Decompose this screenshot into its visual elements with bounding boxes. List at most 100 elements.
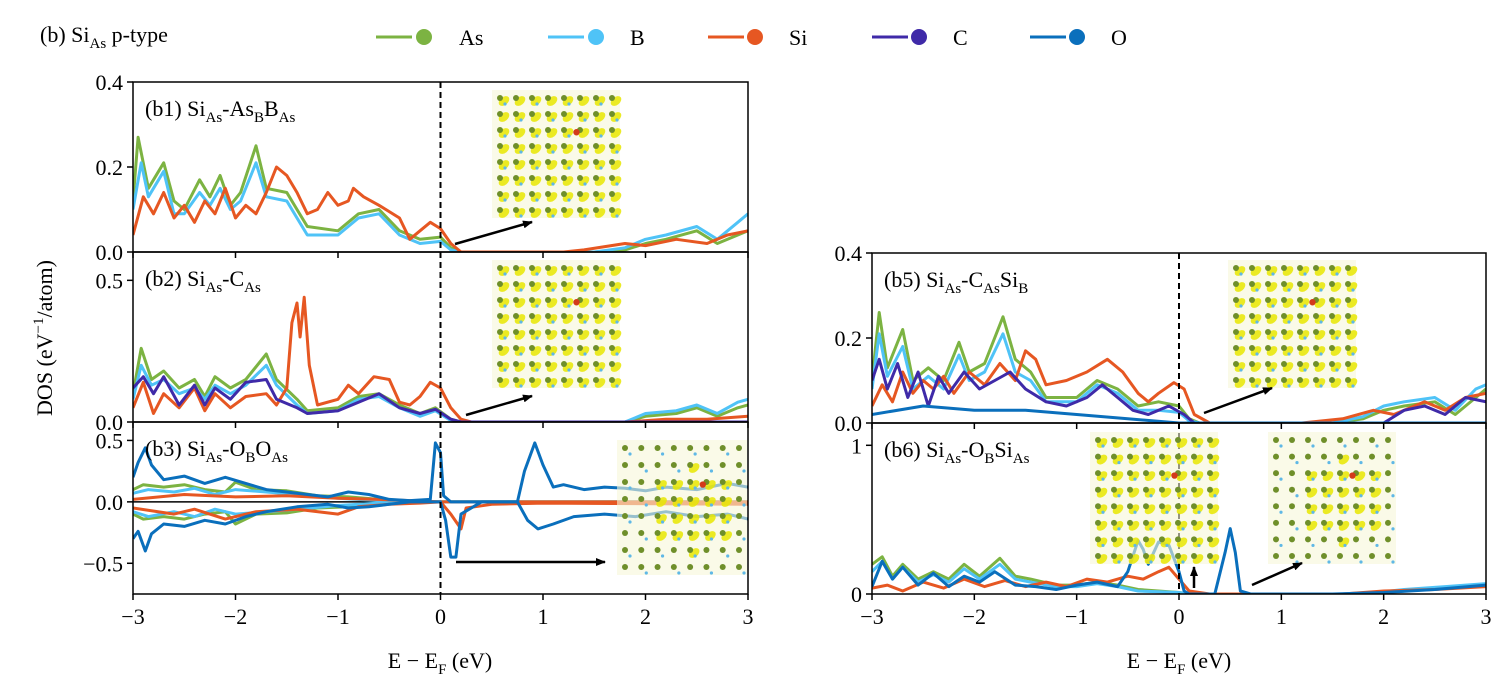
inset-atom: [1281, 345, 1287, 351]
legend-marker-as: [416, 29, 432, 45]
inset-dopant: [1171, 472, 1178, 479]
inset-b2: [492, 260, 622, 388]
inset-atom: [1143, 519, 1149, 526]
inset-atom-b: [1149, 494, 1153, 498]
inset-atom: [1345, 345, 1351, 351]
inset-atom: [1369, 453, 1375, 460]
inset-atom: [609, 159, 615, 165]
inset-atom: [687, 530, 694, 536]
inset-atom-b: [1101, 543, 1105, 548]
inset-atom: [1337, 453, 1343, 460]
inset-atom: [1175, 519, 1181, 526]
b3-xtick-label: 1: [538, 604, 549, 629]
legend-item-c: C: [872, 25, 968, 50]
inset-atom: [545, 159, 551, 165]
b3-xtick-label: 3: [743, 604, 754, 629]
inset-atom: [736, 547, 742, 553]
panel-b6: 0 1 −3 −2 −1 0 1 2 3 (b6) SiAs-OBSiAs: [851, 422, 1492, 629]
inset-atom-b: [1165, 510, 1169, 514]
inset-atom-b: [628, 486, 632, 490]
inset-atom: [561, 361, 567, 367]
inset-atom: [1249, 313, 1255, 319]
inset-b1: [492, 90, 622, 218]
inset-atom: [497, 313, 503, 319]
inset-atom-b: [615, 288, 619, 292]
inset-atom: [497, 175, 503, 181]
inset-atom-b: [551, 214, 555, 218]
inset-atom: [1369, 470, 1375, 477]
inset-atom: [1345, 361, 1351, 367]
inset-atom: [577, 207, 583, 213]
inset-atom-b: [1271, 336, 1275, 340]
inset-atom: [1207, 486, 1213, 493]
inset-b6b: [1268, 432, 1396, 564]
inset-atom: [561, 207, 567, 213]
b3-series-o: [133, 441, 748, 504]
inset-atom-b: [599, 272, 603, 276]
inset-atom: [703, 496, 710, 502]
inset-atom: [609, 281, 615, 287]
legend-label-as: As: [459, 25, 483, 50]
inset-atom: [1127, 553, 1133, 559]
inset-atom: [1175, 553, 1181, 559]
inset-atom: [1385, 536, 1391, 543]
inset-atom-b: [1255, 320, 1259, 324]
inset-atom: [577, 175, 583, 181]
inset-atom: [513, 361, 519, 367]
inset-bg: [1268, 432, 1396, 564]
inset-atom: [1127, 519, 1133, 526]
inset-atom: [593, 111, 599, 117]
inset-atom: [545, 361, 551, 367]
b6-xtick-label: −3: [860, 604, 883, 629]
b6-xtick-label: −2: [963, 604, 986, 629]
inset-atom: [1095, 553, 1101, 559]
inset-atom: [703, 564, 710, 570]
inset-atom-b: [1165, 543, 1169, 548]
inset-atom-b: [644, 469, 648, 473]
inset-atom: [1111, 519, 1117, 526]
inset-atom: [561, 175, 567, 181]
inset-atom-b: [1239, 304, 1243, 308]
inset-atom-b: [1287, 288, 1291, 292]
inset-atom-b: [519, 150, 523, 154]
inset-atom: [1095, 437, 1101, 443]
inset-atom: [1175, 437, 1181, 443]
inset-atom: [561, 111, 567, 117]
inset-atom: [1191, 503, 1197, 510]
inset-atom-b: [1213, 560, 1217, 564]
inset-atom: [1249, 329, 1255, 335]
inset-atom-b: [599, 166, 603, 170]
inset-atom: [545, 175, 551, 181]
b6-ytick-label: 1: [851, 433, 862, 458]
inset-atom-b: [1359, 494, 1363, 498]
inset-atom: [1207, 553, 1213, 559]
inset-atom: [1233, 345, 1239, 351]
inset-atom-b: [1117, 527, 1121, 531]
inset-atom: [1159, 486, 1165, 493]
inset-atom: [593, 281, 599, 287]
inset-atom-b: [1327, 560, 1331, 564]
inset-atom-b: [677, 469, 681, 473]
inset-atom: [1207, 536, 1213, 543]
inset-atom-b: [1319, 352, 1323, 356]
inset-atom-b: [599, 198, 603, 202]
inset-atom: [593, 377, 599, 383]
inset-atom: [1289, 503, 1295, 510]
inset-atom-b: [726, 554, 730, 558]
inset-atom-b: [503, 272, 507, 276]
inset-atom: [1321, 553, 1327, 559]
arrow-b2: [465, 394, 533, 417]
inset-atom: [513, 329, 519, 335]
inset-atom: [529, 329, 535, 335]
legend-marker-b: [588, 29, 604, 45]
inset-atom: [1353, 437, 1359, 443]
inset-atom: [593, 159, 599, 165]
b1-series-si: [133, 165, 748, 252]
inset-atom-b: [1391, 494, 1395, 498]
inset-atom: [1233, 329, 1239, 335]
inset-atom: [1095, 519, 1101, 526]
inset-atom: [545, 377, 551, 383]
inset-atom-b: [535, 166, 539, 170]
inset-atom: [1233, 313, 1239, 319]
